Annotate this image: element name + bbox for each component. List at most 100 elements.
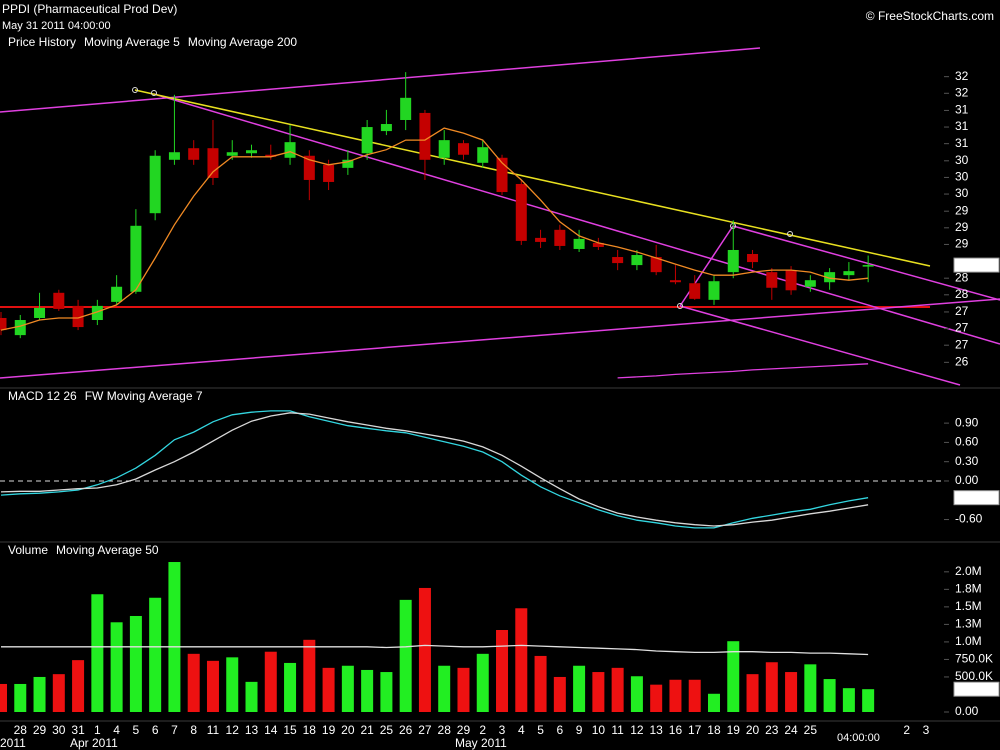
- candle-body: [766, 272, 778, 288]
- value-tag-label: -0.26: [957, 490, 985, 504]
- candle-body: [515, 183, 527, 241]
- x-tick-label: 5: [133, 723, 140, 737]
- candle-body: [130, 225, 142, 292]
- x-tick-label: 6: [152, 723, 159, 737]
- x-tick-label: 13: [245, 723, 259, 737]
- x-tick-label: 28: [438, 723, 452, 737]
- bar: [765, 662, 778, 712]
- bar: [611, 667, 624, 712]
- bar: [746, 674, 759, 712]
- chart-title: PPDI (Pharmaceutical Prod Dev): [2, 2, 177, 16]
- candle-body: [592, 242, 604, 247]
- channel-line: [732, 225, 1000, 301]
- candle-body: [438, 140, 450, 158]
- candle-body: [323, 164, 335, 182]
- bar: [361, 669, 374, 712]
- candle-body: [0, 317, 7, 331]
- bar: [823, 679, 836, 712]
- chart-date: May 31 2011 04:00:00: [2, 20, 111, 32]
- y-tick-label: 32: [955, 69, 969, 83]
- bar: [322, 667, 335, 712]
- y-tick-label: 30: [955, 153, 969, 167]
- x-tick-label: 19: [727, 723, 741, 737]
- anchor-point: [677, 303, 683, 309]
- x-tick-label: 29: [33, 723, 47, 737]
- bar: [226, 657, 239, 712]
- y-tick-label: 0.60: [955, 435, 979, 449]
- y-tick-label: 31: [955, 119, 969, 133]
- candle-body: [72, 305, 84, 328]
- y-tick-label: 750.0K: [955, 652, 993, 666]
- line: [0, 412, 869, 527]
- y-tick-label: 2.0M: [955, 564, 982, 578]
- bar: [804, 664, 817, 712]
- y-tick-label: 31: [955, 103, 969, 117]
- candle-body: [226, 152, 238, 156]
- candle-body: [747, 254, 759, 263]
- x-tick-label: 4: [113, 723, 120, 737]
- candle-body: [650, 257, 662, 273]
- channel-line: [679, 305, 961, 386]
- legend-entry: Moving Average 200: [188, 35, 298, 49]
- bar: [264, 651, 277, 712]
- x-tick-label: 15: [283, 723, 297, 737]
- candle-body: [91, 305, 103, 321]
- value-tag: [953, 257, 1000, 273]
- candle-body: [727, 249, 739, 273]
- bar: [14, 683, 27, 712]
- line: [0, 127, 869, 331]
- candle-body: [168, 152, 180, 160]
- y-tick-label: 0.90: [955, 415, 979, 429]
- x-tick-label: 18: [707, 723, 721, 737]
- month-label: 2011: [0, 736, 26, 750]
- x-tick-label: 30: [52, 723, 66, 737]
- x-tick-label: 9: [576, 723, 583, 737]
- y-tick-label: 29: [955, 220, 969, 234]
- x-tick-label: 20: [746, 723, 760, 737]
- candle-body: [361, 127, 373, 154]
- candle-body: [380, 124, 392, 132]
- x-tick-label: 11: [611, 723, 624, 737]
- candle-body: [14, 320, 26, 336]
- x-tick-label: 26: [399, 723, 413, 737]
- bar: [534, 655, 547, 712]
- y-tick-label: 27: [955, 337, 969, 351]
- x-tick-label: 19: [322, 723, 336, 737]
- candle-body: [53, 292, 65, 309]
- candle-body: [34, 307, 46, 318]
- bar: [110, 622, 123, 712]
- anchor-point: [787, 231, 793, 237]
- bar: [707, 693, 720, 712]
- candle-body: [265, 154, 277, 157]
- candle-body: [824, 272, 836, 283]
- source: © FreeStockCharts.com: [866, 9, 994, 23]
- bar: [284, 662, 297, 712]
- legend-entry: FW Moving Average 7: [85, 389, 203, 403]
- y-tick-label: 28: [955, 287, 969, 301]
- x-tick-label: 12: [226, 723, 240, 737]
- x-tick-label: 12: [630, 723, 644, 737]
- bar: [418, 587, 431, 712]
- channel-line: [153, 93, 1000, 345]
- legend-entry: Moving Average 5: [84, 35, 180, 49]
- bar: [592, 672, 605, 712]
- x-tick-label: 25: [380, 723, 394, 737]
- candle-body: [303, 155, 315, 180]
- x-tick-label: 14: [264, 723, 278, 737]
- candle-body: [843, 271, 855, 276]
- value-tag: [953, 681, 1000, 697]
- x-tick-label: 20: [341, 723, 355, 737]
- value-tag-label: 325.6K: [957, 681, 995, 695]
- y-tick-label: 0.00: [955, 473, 979, 487]
- y-tick-label: 1.0M: [955, 634, 982, 648]
- value-tag: [953, 490, 1000, 506]
- bar: [727, 641, 740, 712]
- line: [1, 644, 869, 656]
- y-tick-label: 500.0K: [955, 669, 993, 683]
- channel-line: [0, 298, 1000, 379]
- bar: [862, 689, 875, 712]
- candle-body: [477, 147, 489, 163]
- candle-body: [149, 155, 161, 214]
